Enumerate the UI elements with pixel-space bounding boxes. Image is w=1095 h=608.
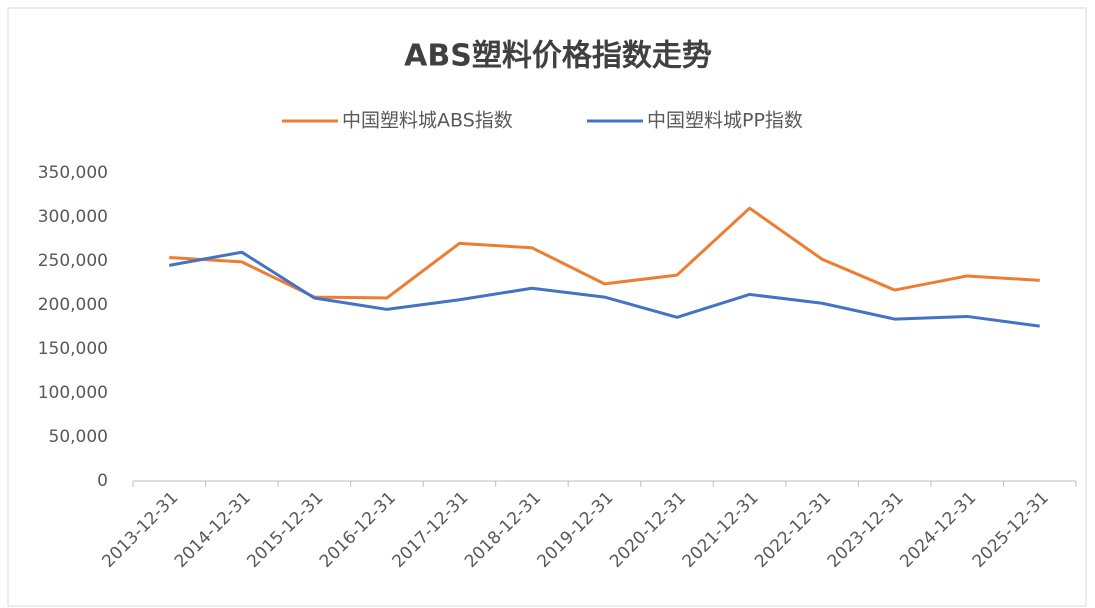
y-tick-label: 200,000 bbox=[38, 295, 108, 315]
chart-frame bbox=[7, 7, 1087, 607]
y-tick-label: 350,000 bbox=[38, 163, 108, 183]
series-line bbox=[169, 250, 1040, 328]
y-tick-label: 250,000 bbox=[38, 251, 108, 271]
y-tick-label: 300,000 bbox=[38, 207, 108, 227]
y-tick-label: 100,000 bbox=[38, 383, 108, 403]
legend-label: 中国塑料城ABS指数 bbox=[342, 110, 513, 132]
y-tick-label: 50,000 bbox=[49, 427, 108, 447]
y-tick-label: 150,000 bbox=[38, 339, 108, 359]
y-tick-label: 0 bbox=[97, 471, 108, 491]
legend-label: 中国塑料城PP指数 bbox=[647, 110, 803, 132]
chart-title: ABS塑料价格指数走势 bbox=[404, 39, 712, 74]
